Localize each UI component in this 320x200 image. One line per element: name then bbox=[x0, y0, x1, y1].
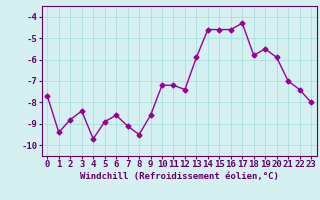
X-axis label: Windchill (Refroidissement éolien,°C): Windchill (Refroidissement éolien,°C) bbox=[80, 172, 279, 181]
